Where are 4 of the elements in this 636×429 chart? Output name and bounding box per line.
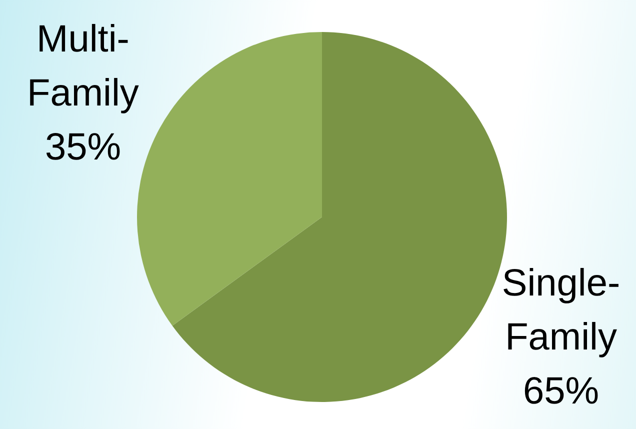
slice-label: Multi-Family <box>27 18 139 115</box>
slice-label: Single-Family <box>502 262 620 358</box>
data-label: 65% <box>522 370 600 412</box>
data-label: 35% <box>44 126 122 169</box>
